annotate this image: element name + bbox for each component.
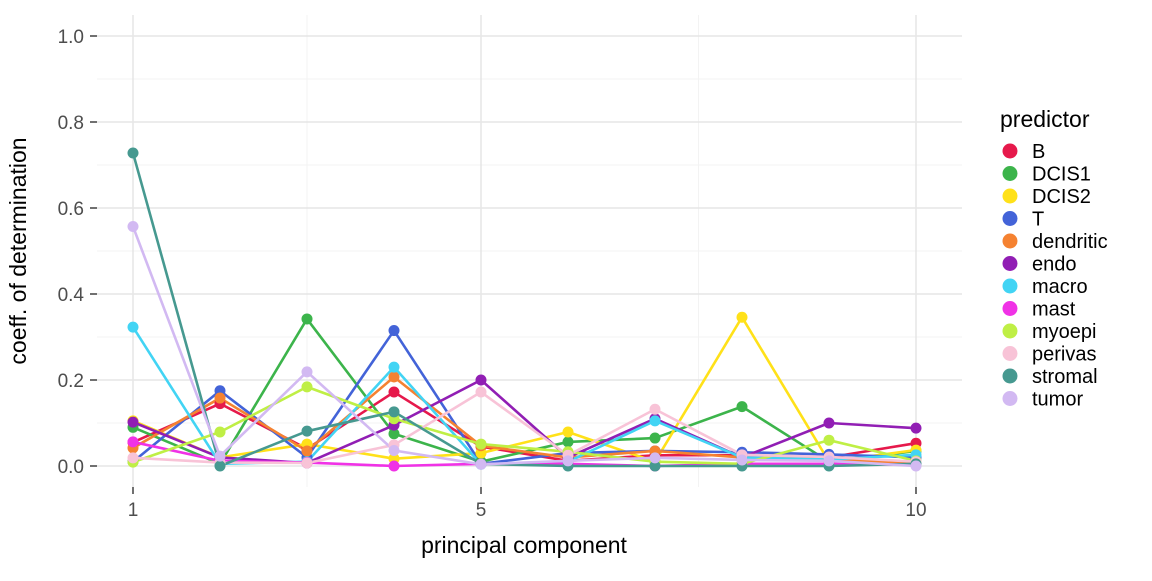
legend-label-tumor: tumor — [1032, 389, 1083, 411]
data-point-tumor-pc3 — [301, 366, 313, 378]
series-line-perivas — [131, 390, 918, 465]
y-tick-label: 1.0 — [58, 27, 84, 48]
series-line-myoepi — [131, 385, 918, 466]
legend-label-T: T — [1032, 209, 1044, 231]
data-point-perivas-pc5 — [475, 386, 487, 398]
data-point-tumor-pc4 — [388, 445, 400, 457]
data-point-stromal-pc1 — [127, 147, 139, 159]
minor-gridlines — [97, 15, 962, 487]
data-point-macro-pc7 — [649, 415, 661, 427]
data-point-B-pc4 — [388, 386, 400, 398]
series-points-tumor — [127, 220, 922, 472]
legend-swatch-endo — [1002, 256, 1018, 271]
data-point-DCIS1-pc8 — [736, 401, 748, 413]
data-point-endo-pc5 — [475, 374, 487, 386]
x-tick-label: 1 — [128, 500, 139, 521]
data-point-T-pc4 — [388, 325, 400, 337]
y-tick-label: 0.0 — [58, 457, 84, 478]
data-point-tumor-pc2 — [214, 450, 226, 462]
y-axis-title: coeff. of determination — [5, 137, 31, 364]
y-tick-label: 0.4 — [58, 285, 85, 306]
legend-swatch-myoepi — [1002, 323, 1018, 339]
data-point-DCIS1-pc7 — [649, 432, 661, 444]
data-point-dendritic-pc3 — [301, 445, 313, 457]
legend-swatch-dendritic — [1002, 233, 1018, 249]
legend-title: predictor — [1000, 106, 1090, 132]
legend-label-perivas: perivas — [1032, 344, 1096, 366]
data-point-stromal-pc2 — [214, 460, 226, 472]
x-tick-label: 10 — [905, 500, 926, 521]
data-point-tumor-pc6 — [562, 455, 574, 467]
legend-label-endo: endo — [1032, 254, 1077, 276]
series-line-stromal — [131, 151, 918, 468]
legend-label-B: B — [1032, 141, 1045, 163]
data-point-perivas-pc1 — [127, 452, 139, 464]
legend-swatch-tumor — [1002, 391, 1018, 406]
legend-swatch-T — [1002, 211, 1018, 226]
legend-label-macro: macro — [1032, 276, 1088, 298]
data-point-endo-pc9 — [823, 417, 835, 429]
axis-tick-marks — [90, 35, 917, 494]
data-point-macro-pc1 — [127, 321, 139, 333]
legend-swatch-B — [1002, 143, 1018, 159]
axis-tick-labels: 1 5 10 0.0 0.2 0.4 0.6 0.8 1.0 — [58, 27, 927, 521]
data-point-myoepi-pc3 — [301, 381, 313, 393]
legend-swatch-DCIS1 — [1002, 166, 1018, 181]
data-point-DCIS2-pc6 — [562, 426, 574, 438]
data-point-tumor-pc8 — [736, 454, 748, 466]
major-gridlines — [97, 15, 962, 487]
series-lines — [131, 151, 918, 468]
data-point-DCIS2-pc8 — [736, 311, 748, 323]
data-point-dendritic-pc2 — [214, 392, 226, 404]
data-point-myoepi-pc2 — [214, 426, 226, 438]
x-axis-title: principal component — [421, 532, 627, 558]
data-point-DCIS1-pc6 — [562, 436, 574, 448]
data-point-myoepi-pc5 — [475, 438, 487, 450]
legend-swatch-mast — [1002, 301, 1018, 316]
legend-swatch-DCIS2 — [1002, 188, 1018, 204]
data-point-mast-pc4 — [388, 460, 400, 472]
y-tick-label: 0.6 — [58, 199, 84, 220]
data-point-tumor-pc7 — [649, 452, 661, 464]
legend-swatch-macro — [1002, 278, 1018, 294]
data-point-DCIS1-pc4 — [388, 428, 400, 440]
legend-label-DCIS1: DCIS1 — [1032, 164, 1091, 186]
data-point-tumor-pc5 — [475, 458, 487, 470]
legend-swatch-perivas — [1002, 346, 1018, 361]
data-point-tumor-pc9 — [823, 455, 835, 467]
legend-label-dendritic: dendritic — [1032, 231, 1108, 253]
data-point-perivas-pc3 — [301, 457, 313, 469]
legend-label-stromal: stromal — [1032, 366, 1098, 388]
legend-label-mast: mast — [1032, 299, 1076, 321]
data-point-endo-pc1 — [127, 416, 139, 428]
series-line-tumor — [131, 225, 918, 468]
data-point-tumor-pc1 — [127, 220, 139, 232]
data-point-perivas-pc7 — [649, 403, 661, 415]
legend-label-DCIS2: DCIS2 — [1032, 186, 1091, 208]
series-points — [127, 147, 922, 472]
legend-items: BDCIS1DCIS2Tdendriticendomacromastmyoepi… — [1002, 141, 1108, 411]
legend-swatch-stromal — [1002, 368, 1018, 384]
series-line-endo — [131, 378, 918, 465]
data-point-dendritic-pc4 — [388, 371, 400, 383]
y-tick-label: 0.8 — [58, 113, 84, 134]
x-tick-label: 5 — [476, 500, 487, 521]
data-point-tumor-pc10 — [910, 460, 922, 472]
series-line-DCIS2 — [131, 315, 918, 464]
data-point-macro-pc4 — [388, 361, 400, 373]
data-point-endo-pc10 — [910, 422, 922, 434]
y-tick-label: 0.2 — [58, 371, 84, 392]
data-point-stromal-pc3 — [301, 425, 313, 437]
legend-label-myoepi: myoepi — [1032, 321, 1096, 343]
data-point-stromal-pc7 — [649, 460, 661, 472]
data-point-mast-pc1 — [127, 436, 139, 448]
legend: predictor BDCIS1DCIS2Tdendriticendomacro… — [1000, 106, 1108, 411]
data-point-stromal-pc4 — [388, 406, 400, 418]
data-point-DCIS1-pc3 — [301, 313, 313, 325]
data-point-myoepi-pc9 — [823, 434, 835, 446]
